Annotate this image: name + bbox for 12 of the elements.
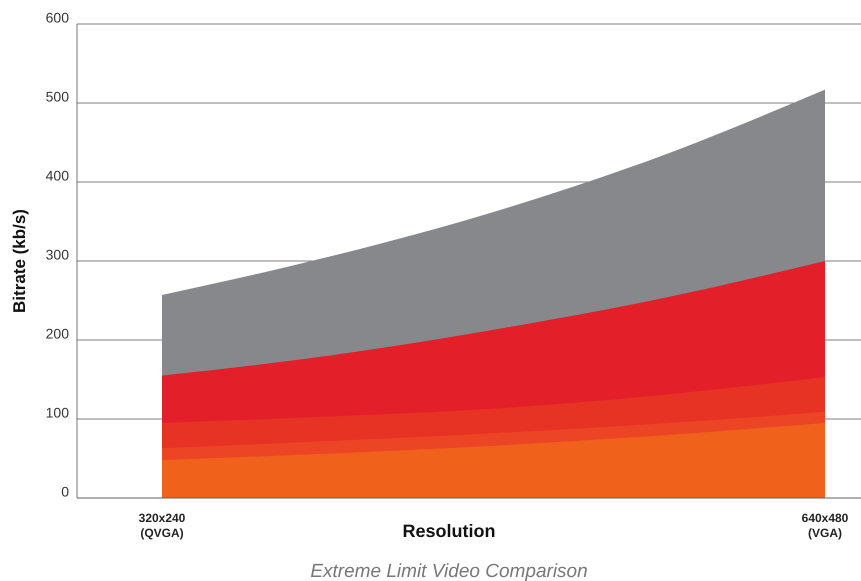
- y-axis-title: Bitrate (kb/s): [10, 209, 29, 313]
- y-tick-label: 200: [46, 326, 70, 342]
- y-tick-label: 0: [61, 484, 70, 500]
- y-tick-label: 300: [46, 246, 70, 263]
- x-axis-title: Resolution: [402, 521, 496, 541]
- y-tick-label: 400: [46, 168, 70, 184]
- x-tick-label: 320x240 (QVGA): [138, 511, 186, 540]
- text: Extreme Limit Video Comparison: [310, 561, 588, 581]
- x-tick-label: 640x480 (VGA): [802, 511, 849, 540]
- y-tick-label: 500: [46, 88, 70, 105]
- y-tick-label: 100: [46, 404, 70, 421]
- y-tick-label: 600: [46, 10, 70, 26]
